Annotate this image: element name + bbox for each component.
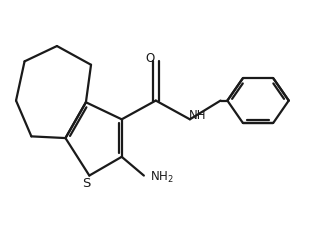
Text: O: O bbox=[145, 52, 154, 65]
Text: NH: NH bbox=[189, 109, 206, 122]
Text: NH$_2$: NH$_2$ bbox=[150, 170, 174, 185]
Text: S: S bbox=[83, 177, 91, 189]
